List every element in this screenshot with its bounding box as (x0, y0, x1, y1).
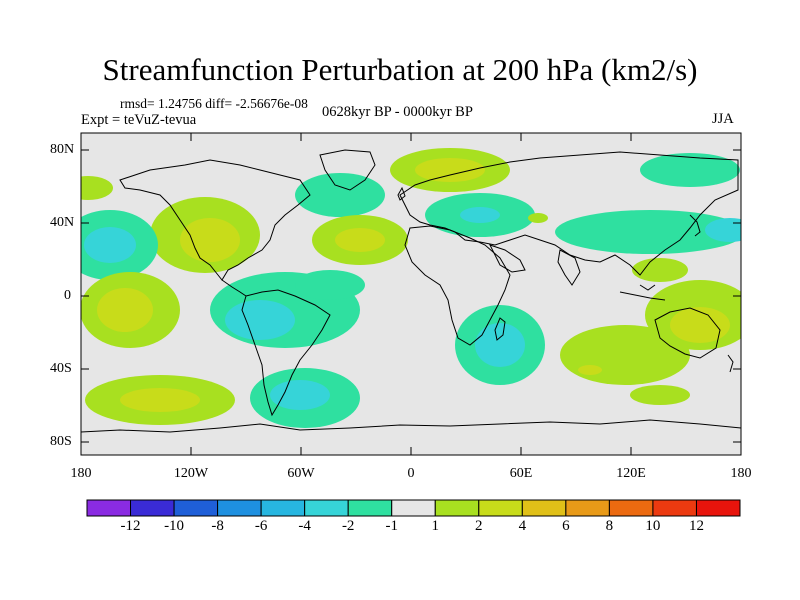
coastline-australia (654, 307, 721, 359)
map-plot-area (81, 133, 741, 455)
colorbar-box (521, 499, 567, 517)
colorbar-box (434, 499, 480, 517)
colorbar-label: 8 (605, 518, 614, 534)
coastline-madagascar (494, 317, 506, 341)
contour-neg (295, 173, 385, 217)
coastline-antarctica (81, 419, 741, 433)
coastline-north-america (119, 159, 311, 281)
coastline-central-america (221, 279, 247, 297)
lon-tick-label: 180 (730, 466, 752, 481)
colorbar-box (304, 499, 349, 517)
coastline-uk (397, 186, 406, 201)
contour-pos-inner (180, 218, 240, 262)
lat-tick-label: 40S (50, 361, 72, 376)
contour-neg (640, 153, 740, 187)
period-text: 0628kyr BP - 0000kyr BP (322, 104, 473, 120)
contour-fills (81, 148, 741, 428)
contour-pos (81, 176, 113, 200)
season-text: JJA (712, 111, 734, 127)
lat-tick-label: 80S (50, 434, 72, 449)
contour-pos (632, 258, 688, 282)
contour-neg (295, 270, 365, 300)
colorbar-box (652, 499, 697, 517)
coastline-new-zealand (727, 354, 734, 373)
lat-tick-label: 40N (50, 215, 75, 230)
map-title: Streamfunction Perturbation at 200 hPa (… (102, 52, 698, 87)
colorbar-box (347, 499, 393, 517)
stats-text: rmsd= 1.24756 diff= -2.56676e-08 (120, 96, 308, 111)
colorbar (86, 499, 741, 517)
colorbar-box (173, 499, 219, 517)
contour-neg-inner (225, 300, 295, 340)
contour-neg-inner (270, 380, 330, 410)
coastline-greenland (319, 149, 376, 191)
colorbar-label: 10 (645, 518, 661, 534)
colorbar-box (260, 499, 306, 517)
contour-neg-inner (460, 207, 500, 223)
lat-tick-label: 80N (50, 142, 75, 157)
colorbar-box (217, 499, 262, 517)
lon-tick-label: 120E (616, 466, 646, 481)
colorbar-box (608, 499, 654, 517)
lon-tick-label: 60E (509, 466, 533, 481)
colorbar-label: -2 (341, 518, 355, 534)
contour-neg-inner (705, 218, 741, 242)
coastline-south-america (241, 289, 331, 417)
coastlines (81, 149, 741, 433)
colorbar-label: 1 (431, 518, 440, 534)
contour-pos-inner (415, 158, 485, 182)
contour-neg (555, 210, 741, 254)
contour-pos-inner (97, 288, 153, 332)
contour-pos (630, 385, 690, 405)
lat-tick-label: 0 (64, 288, 71, 303)
coastline-indonesia (619, 284, 666, 301)
colorbar-label: -1 (385, 518, 398, 534)
colorbar-box (391, 499, 436, 517)
coastline-africa (404, 225, 511, 346)
colorbar-label: -6 (254, 518, 268, 534)
contour-pos (528, 213, 548, 223)
colorbar-label: -8 (211, 518, 224, 534)
lon-tick-label: 120W (173, 466, 209, 481)
contour-pos-inner (120, 388, 200, 412)
axis-ticks (80, 133, 742, 455)
contour-neg-inner (475, 323, 525, 367)
colorbar-label: -10 (164, 518, 185, 534)
coastline-india (557, 249, 581, 286)
coastline-arabia (489, 244, 526, 273)
coastline-japan (689, 214, 701, 237)
colorbar-box (565, 499, 610, 517)
colorbar-box (478, 499, 523, 517)
contour-neg-inner (84, 227, 136, 263)
colorbar-box (695, 499, 741, 517)
lon-tick-label: 180 (70, 466, 92, 481)
colorbar-label: 4 (518, 518, 527, 534)
contour-pos-inner (578, 365, 602, 375)
colorbar-box (86, 499, 132, 517)
contour-pos-inner (335, 228, 385, 252)
lon-tick-label: 60W (287, 466, 315, 481)
experiment-text: Expt = teVuZ-tevua (81, 112, 197, 128)
colorbar-label: 6 (562, 518, 570, 534)
colorbar-label: -4 (298, 518, 311, 534)
colorbar-label: 12 (688, 518, 704, 534)
lon-tick-label: 0 (407, 466, 415, 481)
colorbar-box (130, 499, 175, 517)
contour-pos-inner (670, 307, 730, 343)
colorbar-label: -12 (120, 518, 141, 534)
colorbar-label: 2 (475, 518, 483, 534)
coastline-eurasia (399, 151, 739, 276)
